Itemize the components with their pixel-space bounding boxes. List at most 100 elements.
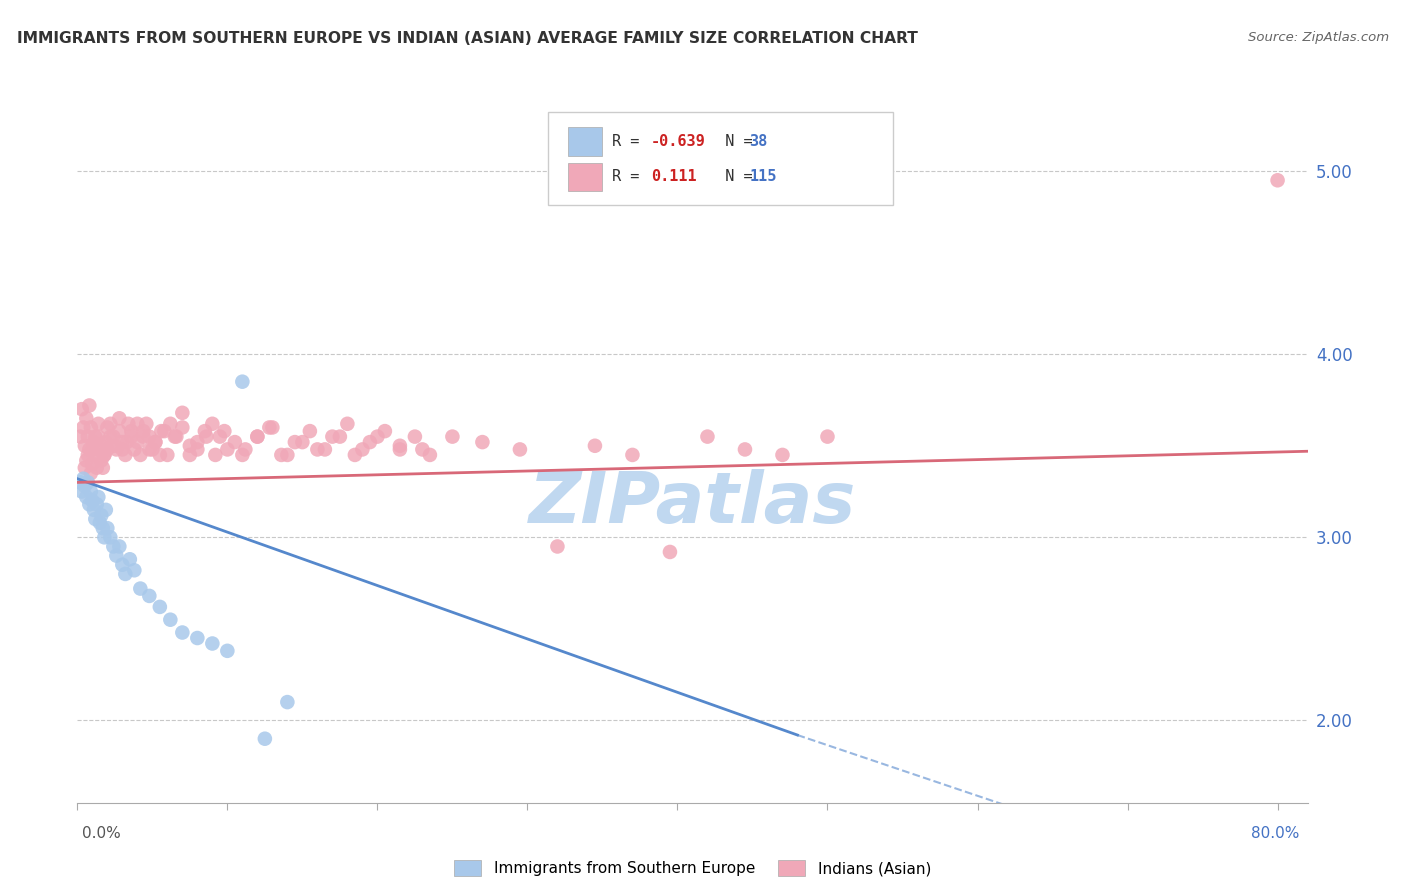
Point [93, 448, 115, 462]
Text: N =: N = [707, 134, 762, 149]
Point [118, 552, 141, 566]
Point [117, 417, 139, 431]
Point [246, 429, 269, 443]
Point [276, 695, 298, 709]
Point [87, 417, 110, 431]
Point [262, 420, 284, 434]
Point [195, 429, 218, 443]
Point [329, 429, 352, 443]
Point [132, 429, 155, 443]
Point [105, 549, 128, 563]
Point [83, 503, 105, 517]
Point [179, 448, 201, 462]
Point [73, 439, 96, 453]
Point [129, 448, 152, 462]
Point [291, 435, 314, 450]
Point [471, 435, 494, 450]
Point [159, 417, 181, 431]
Point [79, 497, 101, 511]
Point [259, 420, 281, 434]
Point [75, 490, 97, 504]
Point [124, 442, 146, 457]
Point [150, 424, 173, 438]
Point [153, 424, 176, 438]
Legend: Immigrants from Southern Europe, Indians (Asian): Immigrants from Southern Europe, Indians… [447, 854, 938, 882]
Text: 0.0%: 0.0% [82, 827, 121, 841]
Text: R =: R = [612, 169, 657, 185]
Point [172, 406, 194, 420]
Point [149, 599, 172, 614]
Point [214, 424, 236, 438]
Point [201, 636, 224, 650]
Point [79, 399, 101, 413]
Point [76, 429, 98, 443]
Point [124, 563, 146, 577]
Point [80, 484, 103, 499]
Point [79, 442, 101, 457]
Point [82, 442, 104, 457]
Point [98, 429, 121, 443]
Point [98, 530, 121, 544]
Point [89, 516, 111, 530]
Point [583, 439, 606, 453]
Point [120, 429, 142, 443]
Point [159, 613, 181, 627]
Point [84, 429, 107, 443]
Point [194, 424, 217, 438]
Point [111, 435, 134, 450]
Text: ZIPatlas: ZIPatlas [529, 469, 856, 538]
Point [208, 429, 231, 443]
Text: Source: ZipAtlas.com: Source: ZipAtlas.com [1249, 31, 1389, 45]
Point [83, 435, 105, 450]
Point [441, 429, 464, 443]
Point [82, 457, 104, 471]
Point [231, 375, 253, 389]
Point [143, 435, 166, 450]
Point [86, 460, 108, 475]
Point [120, 424, 142, 438]
Point [114, 448, 136, 462]
Point [70, 402, 93, 417]
Point [138, 589, 160, 603]
Point [127, 435, 149, 450]
Point [217, 442, 239, 457]
Point [734, 442, 756, 457]
Point [127, 417, 149, 431]
Point [132, 424, 155, 438]
Point [76, 475, 98, 490]
Point [235, 442, 257, 457]
Point [621, 448, 644, 462]
Point [87, 490, 110, 504]
Point [80, 420, 103, 434]
Point [75, 453, 97, 467]
Point [343, 448, 366, 462]
Point [73, 479, 96, 493]
Point [103, 429, 125, 443]
Point [163, 429, 186, 443]
Text: 38: 38 [749, 134, 768, 149]
Point [388, 442, 411, 457]
Text: IMMIGRANTS FROM SOUTHERN EUROPE VS INDIAN (ASIAN) AVERAGE FAMILY SIZE CORRELATIO: IMMIGRANTS FROM SOUTHERN EUROPE VS INDIA… [17, 31, 918, 46]
Point [411, 442, 433, 457]
Point [179, 439, 201, 453]
Text: R =: R = [612, 134, 648, 149]
Point [72, 472, 94, 486]
Point [96, 521, 118, 535]
Point [91, 460, 114, 475]
Point [90, 508, 112, 523]
Point [105, 442, 128, 457]
Point [172, 420, 194, 434]
Point [374, 424, 396, 438]
Point [201, 417, 224, 431]
Point [108, 424, 131, 438]
Point [90, 439, 112, 453]
Point [141, 442, 163, 457]
Point [276, 448, 298, 462]
Point [217, 644, 239, 658]
Point [86, 497, 108, 511]
Point [817, 429, 839, 443]
Point [129, 582, 152, 596]
Point [98, 417, 121, 431]
Point [298, 424, 321, 438]
Point [115, 435, 138, 450]
